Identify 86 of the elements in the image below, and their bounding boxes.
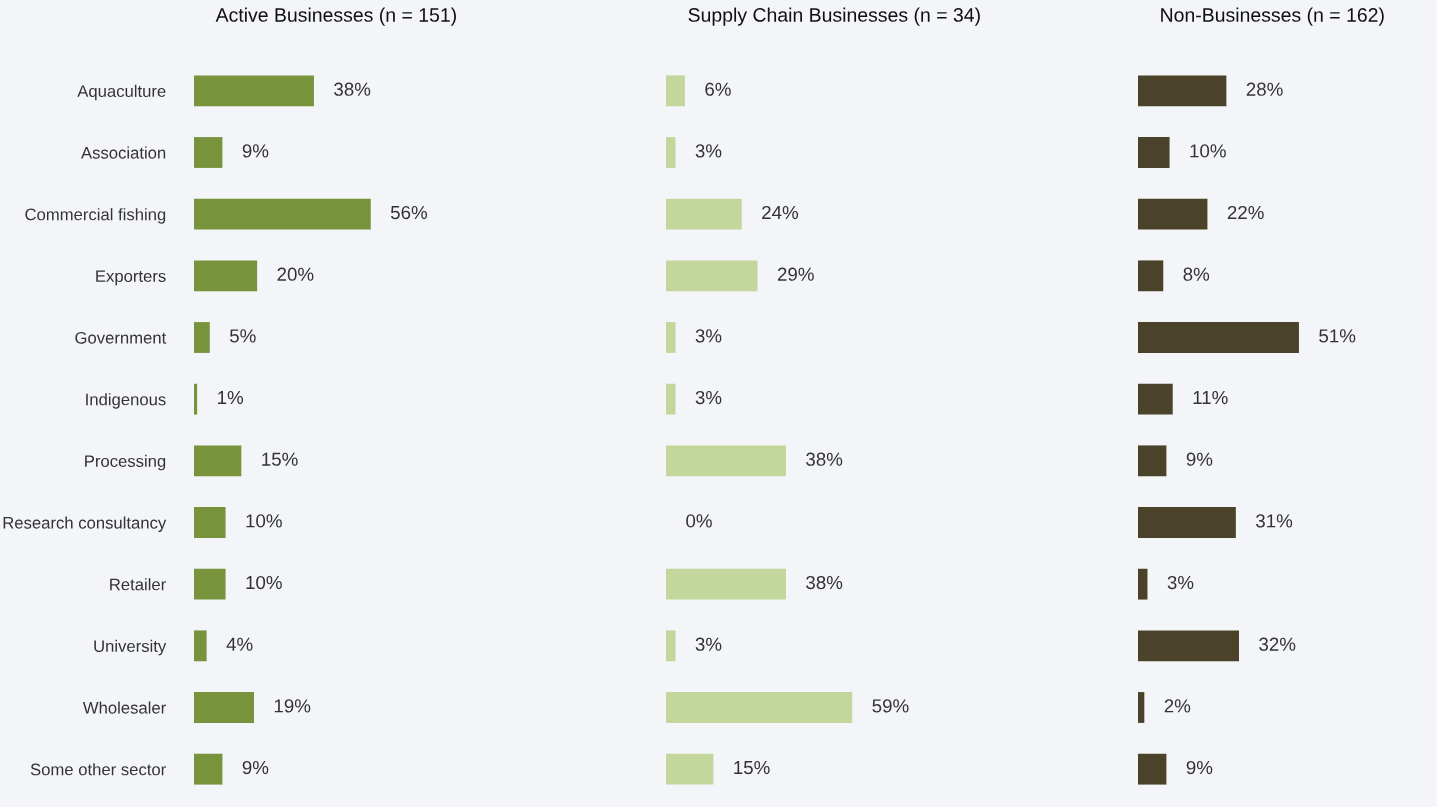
y-tick-label: University [94,639,167,656]
y-tick-label: Exporters [96,270,166,286]
data-label: 4% [226,637,253,651]
data-label: 20% [277,267,314,281]
bar [1138,75,1227,107]
bar [666,322,676,353]
y-tick-label: Commercial fishing [25,208,166,224]
bar [194,322,210,353]
y-tick-label: Government [75,331,167,344]
bar [1138,322,1299,353]
bar [194,75,314,107]
data-label: 59% [872,699,909,713]
bar [1138,507,1236,538]
data-label: 8% [1183,267,1210,281]
bar [666,75,685,107]
bar [194,383,198,415]
bar [666,753,714,785]
bar [194,630,207,662]
data-label: 56% [390,205,428,220]
bar [194,568,226,600]
bar [1138,198,1208,230]
data-label: 3% [695,390,722,405]
y-tick-label: Retailer [110,578,166,591]
bar [1138,383,1173,415]
bar [194,753,223,785]
data-label: 2% [1164,699,1191,713]
y-tick-label: Some other sector [30,763,166,776]
data-label: 10% [1190,144,1226,158]
bar [666,198,742,230]
bar [666,630,676,662]
data-label: 3% [695,144,722,158]
data-label: 10% [246,514,282,528]
data-label: 32% [1259,637,1296,651]
bar [1138,568,1148,600]
data-label: 22% [1227,205,1264,220]
bar [666,260,758,292]
bar [1138,630,1239,662]
data-label: 28% [1246,82,1283,96]
data-label: 19% [274,699,311,713]
y-tick-label: Research consultancy [3,516,167,532]
data-label: 15% [262,452,298,466]
bar [194,137,223,168]
data-label: 3% [695,329,722,343]
data-label: 38% [334,82,371,96]
data-label: 0% [686,514,712,528]
data-label: 3% [1167,575,1194,590]
bar [194,692,254,723]
data-label: 9% [242,144,269,158]
y-tick-label: Wholesaler [82,701,166,714]
data-label: 31% [1256,514,1293,528]
bar [666,383,676,415]
y-tick-label: Association [81,146,166,159]
data-label: 9% [1186,452,1213,466]
bar [194,260,258,292]
data-label: 51% [1319,329,1356,343]
bar [666,568,786,600]
data-label: 5% [229,329,256,343]
y-tick-label: Processing [85,454,166,471]
y-tick-label: Indigenous [86,393,166,409]
bar [666,445,786,477]
bar [666,692,853,723]
bar [194,198,371,230]
data-label: 11% [1193,391,1228,405]
bar [1138,260,1164,292]
data-label: 6% [705,82,731,96]
data-label: 1% [218,391,244,405]
bar [194,507,226,538]
bar [1138,137,1170,168]
chart-title: Supply Chain Businesses (n = 34) [688,7,980,26]
bar [666,137,676,168]
data-label: 9% [242,760,269,775]
chart-title: Non-Businesses (n = 162) [1161,7,1384,26]
y-tick-label: Aquaculture [77,84,166,101]
data-label: 29% [777,267,814,281]
data-label: 9% [1186,760,1213,775]
data-label: 15% [734,761,770,775]
data-label: 10% [246,575,282,590]
bar [194,445,242,477]
bar [1138,445,1167,477]
data-label: 38% [806,575,843,590]
data-label: 24% [762,205,799,220]
chart-title: Active Businesses (n = 151) [215,7,456,26]
bar [1138,753,1167,785]
bar [1138,692,1145,723]
data-label: 38% [806,452,843,466]
data-label: 3% [695,637,722,651]
